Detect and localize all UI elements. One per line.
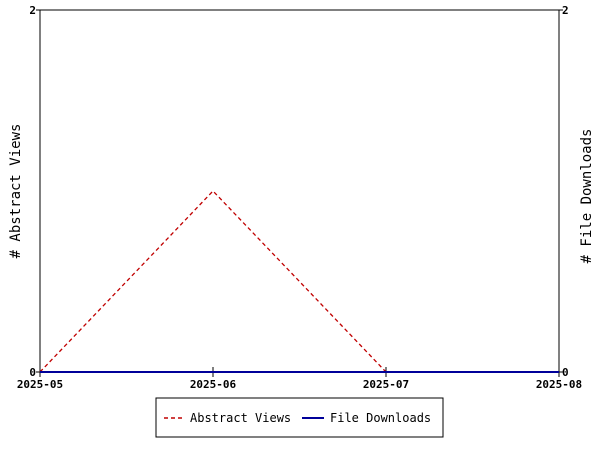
series-layer: [39, 190, 559, 373]
y-axis-right-title: # File Downloads: [579, 129, 595, 264]
y-right-tick-label: 2: [562, 4, 569, 17]
legend: Abstract Views File Downloads: [155, 397, 444, 438]
y-left-tick-label: 0: [29, 366, 36, 379]
x-tick-label: 2025-06: [190, 378, 237, 391]
x-tick-label: 2025-08: [536, 378, 582, 391]
legend-label-file-downloads: File Downloads: [330, 411, 431, 425]
plot-area: [39, 9, 560, 373]
y-right-tick-label: 0: [562, 366, 569, 379]
y-axis-left-title: # Abstract Views: [8, 124, 24, 259]
y-left-tick-label: 2: [29, 4, 36, 17]
x-tick-label: 2025-07: [363, 378, 409, 391]
legend-box: [155, 397, 444, 438]
x-axis: 2025-05 2025-06 2025-07 2025-08: [17, 367, 582, 391]
x-tick-label: 2025-05: [17, 378, 63, 391]
legend-label-abstract-views: Abstract Views: [190, 411, 291, 425]
